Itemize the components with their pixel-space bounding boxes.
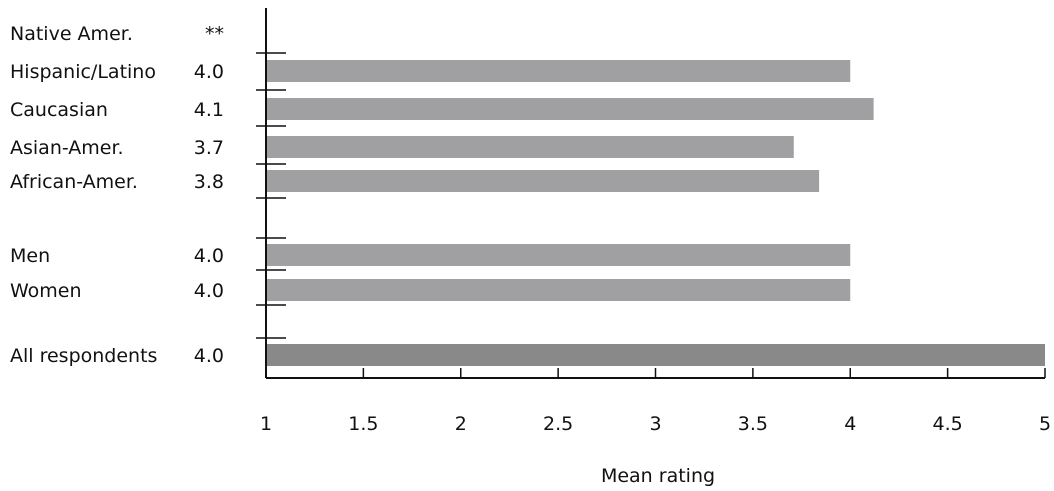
x-axis-title: Mean rating	[601, 465, 715, 487]
x-tick-label: 4.5	[933, 413, 963, 435]
category-label: Asian-Amer.	[10, 137, 124, 159]
bar	[267, 60, 851, 82]
value-label: 4.0	[194, 345, 224, 367]
value-label: 3.8	[194, 171, 224, 193]
x-ticks-group: 1 1.5 2 2.5 3 3.5 4 4.5 5	[260, 368, 1051, 435]
value-labels-group: ** 4.0 4.1 3.7 3.8 4.0 4.0 4.0	[194, 23, 224, 367]
category-label: All respondents	[10, 345, 157, 367]
bars-group	[267, 60, 1045, 366]
x-tick-label: 2	[455, 413, 467, 435]
category-label: African-Amer.	[10, 171, 138, 193]
value-label: 4.0	[194, 280, 224, 302]
category-label: Women	[10, 280, 82, 302]
category-label: Men	[10, 245, 50, 267]
category-label: Caucasian	[10, 99, 108, 121]
category-separator-ticks	[256, 52, 286, 339]
x-tick-label: 1	[260, 413, 272, 435]
value-label: 4.0	[194, 245, 224, 267]
x-tick-label: 3.5	[738, 413, 768, 435]
bar	[267, 244, 851, 266]
x-tick-label: 3	[649, 413, 661, 435]
bar	[267, 136, 794, 158]
bar	[267, 98, 874, 120]
x-tick-label: 2.5	[543, 413, 573, 435]
bar	[267, 344, 1045, 366]
x-tick-label: 4	[844, 413, 856, 435]
x-tick-label: 5	[1039, 413, 1051, 435]
x-tick-label: 1.5	[348, 413, 378, 435]
bar	[267, 170, 820, 192]
category-labels-group: Native Amer. Hispanic/Latino Caucasian Asia…	[10, 23, 157, 367]
value-label: 4.1	[194, 99, 224, 121]
value-label: 3.7	[194, 137, 224, 159]
bar	[267, 279, 851, 301]
category-label: Native Amer.	[10, 23, 133, 45]
value-label: 4.0	[194, 61, 224, 83]
category-label: Hispanic/Latino	[10, 61, 156, 83]
value-label: **	[205, 23, 224, 45]
